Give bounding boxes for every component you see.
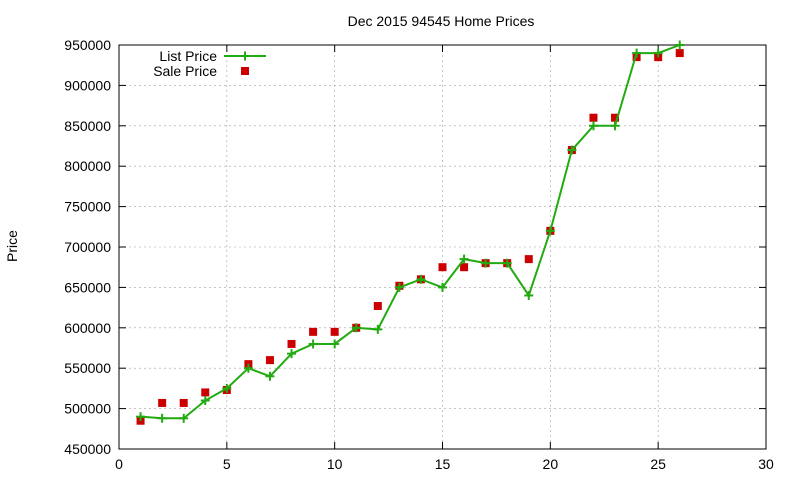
sale-price-point — [460, 263, 469, 272]
x-tick-label: 0 — [115, 456, 123, 472]
legend: List Price Sale Price — [153, 48, 266, 79]
sale-price-point — [287, 339, 296, 348]
list-price-line — [140, 44, 681, 420]
sale-price-point — [265, 356, 274, 365]
x-tick-label: 30 — [758, 456, 774, 472]
list-price-point — [265, 371, 275, 381]
x-axis-ticks: 0 5 10 15 20 25 30 — [115, 45, 774, 472]
y-tick-label: 900000 — [64, 77, 111, 93]
x-tick-label: 25 — [650, 456, 666, 472]
sale-price-point — [201, 388, 210, 397]
list-price-point — [157, 413, 167, 423]
sale-price-point — [589, 113, 598, 122]
y-tick-label: 750000 — [64, 199, 111, 215]
x-tick-label: 20 — [543, 456, 559, 472]
list-price-point — [524, 290, 534, 300]
list-price-point — [610, 121, 620, 131]
y-tick-label: 800000 — [64, 158, 111, 174]
sale-price-point — [330, 327, 339, 336]
list-price-point — [287, 349, 297, 359]
list-price-point — [373, 324, 383, 334]
legend-label-list-price: List Price — [159, 48, 217, 64]
chart-title: Dec 2015 94545 Home Prices — [348, 13, 535, 29]
list-price-point — [351, 323, 361, 333]
y-tick-label: 950000 — [64, 37, 111, 53]
legend-marker-list-price — [240, 51, 250, 61]
list-price-point — [136, 412, 146, 422]
list-price-point — [459, 254, 469, 264]
y-tick-label: 700000 — [64, 239, 111, 255]
sale-price-point — [438, 263, 447, 272]
list-price-point — [330, 339, 340, 349]
sale-price-point — [158, 398, 167, 407]
y-tick-label: 650000 — [64, 279, 111, 295]
plot-frame — [118, 44, 767, 450]
list-price-point — [675, 40, 685, 50]
y-tick-label: 500000 — [64, 401, 111, 417]
x-tick-label: 15 — [435, 456, 451, 472]
legend-square-marker — [241, 67, 249, 75]
list-price-point — [179, 413, 189, 423]
y-axis-label: Price — [4, 230, 20, 262]
legend-marker-sale-price — [241, 67, 249, 75]
list-price-point — [416, 274, 426, 284]
list-price-point — [438, 282, 447, 292]
list-price-point — [632, 48, 642, 58]
series-layer — [136, 40, 685, 425]
list-price-point — [481, 258, 491, 268]
sale-price-point — [179, 398, 188, 407]
list-price-point — [308, 339, 318, 349]
sale-price-point — [524, 255, 533, 264]
legend-plus-marker — [240, 51, 250, 61]
y-tick-label: 450000 — [64, 441, 111, 457]
list-price-point — [502, 258, 512, 268]
y-tick-label: 600000 — [64, 320, 111, 336]
y-axis-ticks: 450000 500000 550000 600000 650000 700000 7500… — [64, 37, 766, 457]
legend-entry-sale-price: Sale Price — [153, 63, 249, 79]
list-price-point — [222, 383, 232, 393]
list-price-point — [653, 48, 663, 58]
grid-lines — [119, 45, 766, 449]
sale-price-point — [373, 301, 382, 310]
sale-price-point — [309, 327, 318, 336]
x-tick-label: 5 — [223, 456, 231, 472]
legend-entry-list-price: List Price — [159, 48, 266, 64]
x-tick-label: 10 — [327, 456, 343, 472]
list-price-point — [567, 145, 577, 155]
list-price-point — [200, 396, 210, 406]
sale-price-point — [611, 113, 620, 122]
legend-label-sale-price: Sale Price — [153, 63, 217, 79]
y-tick-label: 850000 — [64, 118, 111, 134]
list-price-point — [243, 363, 253, 373]
y-tick-label: 550000 — [64, 360, 111, 376]
list-price-point — [545, 226, 555, 236]
sale-price-point — [675, 49, 684, 58]
list-price-point — [394, 282, 404, 292]
list-price-point — [588, 121, 598, 131]
